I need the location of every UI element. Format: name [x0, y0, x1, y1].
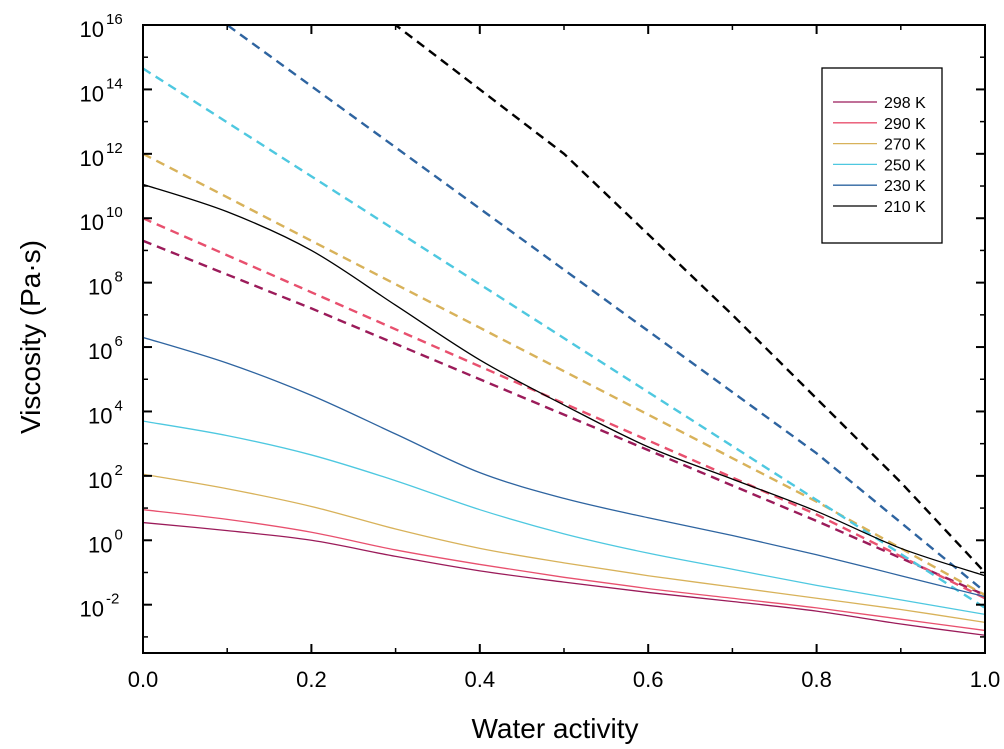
series-solid-250k: [143, 420, 985, 615]
series-dashed-250k: [143, 67, 985, 609]
x-tick-label: 0.6: [633, 667, 664, 692]
x-tick-label: 0.0: [128, 667, 159, 692]
series-solid-290k: [143, 509, 985, 632]
y-tick-exponent: 16: [106, 11, 123, 28]
y-tick-exponent: 0: [115, 526, 123, 543]
y-axis-title: Viscosity (Pa·s): [15, 240, 46, 434]
y-tick-label: 10: [88, 339, 112, 364]
y-tick-exponent: 10: [106, 204, 123, 221]
y-tick-exponent: -2: [106, 591, 119, 608]
legend-label: 298 K: [884, 95, 926, 112]
series-solid-210k: [143, 183, 985, 577]
x-axis-title: Water activity: [472, 713, 639, 744]
y-tick-label: 10: [80, 597, 104, 622]
y-tick-exponent: 8: [115, 269, 123, 286]
legend-box: [821, 67, 943, 244]
axes-layer: 0.0 0.2 0.4 0.6 0.8 1.010 -210 010 210 410 610 810 1…: [80, 11, 1001, 692]
legend-label: 230 K: [884, 178, 926, 195]
y-tick-label: 10: [88, 532, 112, 557]
dashed-lines-layer: [143, 25, 985, 609]
x-tick-label: 0.8: [801, 667, 832, 692]
series-dashed-230k: [225, 25, 985, 593]
y-tick-label: 10: [88, 275, 112, 300]
x-tick-label: 0.4: [465, 667, 496, 692]
legend-label: 270 K: [884, 137, 926, 154]
legend-label: 210 K: [884, 199, 926, 216]
solid-lines-layer: [143, 183, 985, 636]
x-tick-label: 1.0: [970, 667, 1001, 692]
y-tick-label: 10: [88, 468, 112, 493]
y-tick-exponent: 14: [106, 75, 123, 92]
series-dashed-290k: [143, 217, 985, 600]
x-tick-label: 0.2: [296, 667, 327, 692]
y-tick-exponent: 12: [106, 140, 123, 157]
y-tick-label: 10: [80, 81, 104, 106]
series-dashed-298k: [143, 239, 985, 597]
series-dashed-270k: [143, 152, 985, 597]
y-tick-label: 10: [80, 146, 104, 171]
series-solid-270k: [143, 473, 985, 624]
legend-label: 250 K: [884, 157, 926, 174]
y-tick-label: 10: [88, 403, 112, 428]
legend: 298 K 290 K 270 K 250 K 230 K 210 K: [821, 67, 943, 244]
legend-label: 290 K: [884, 116, 926, 133]
series-dashed-210k: [393, 25, 985, 574]
y-tick-exponent: 4: [115, 397, 123, 414]
series-solid-298k: [143, 521, 985, 636]
y-tick-label: 10: [80, 210, 104, 235]
y-tick-exponent: 2: [115, 462, 123, 479]
y-tick-label: 10: [80, 17, 104, 42]
series-solid-230k: [143, 336, 985, 598]
y-tick-exponent: 6: [115, 333, 123, 350]
